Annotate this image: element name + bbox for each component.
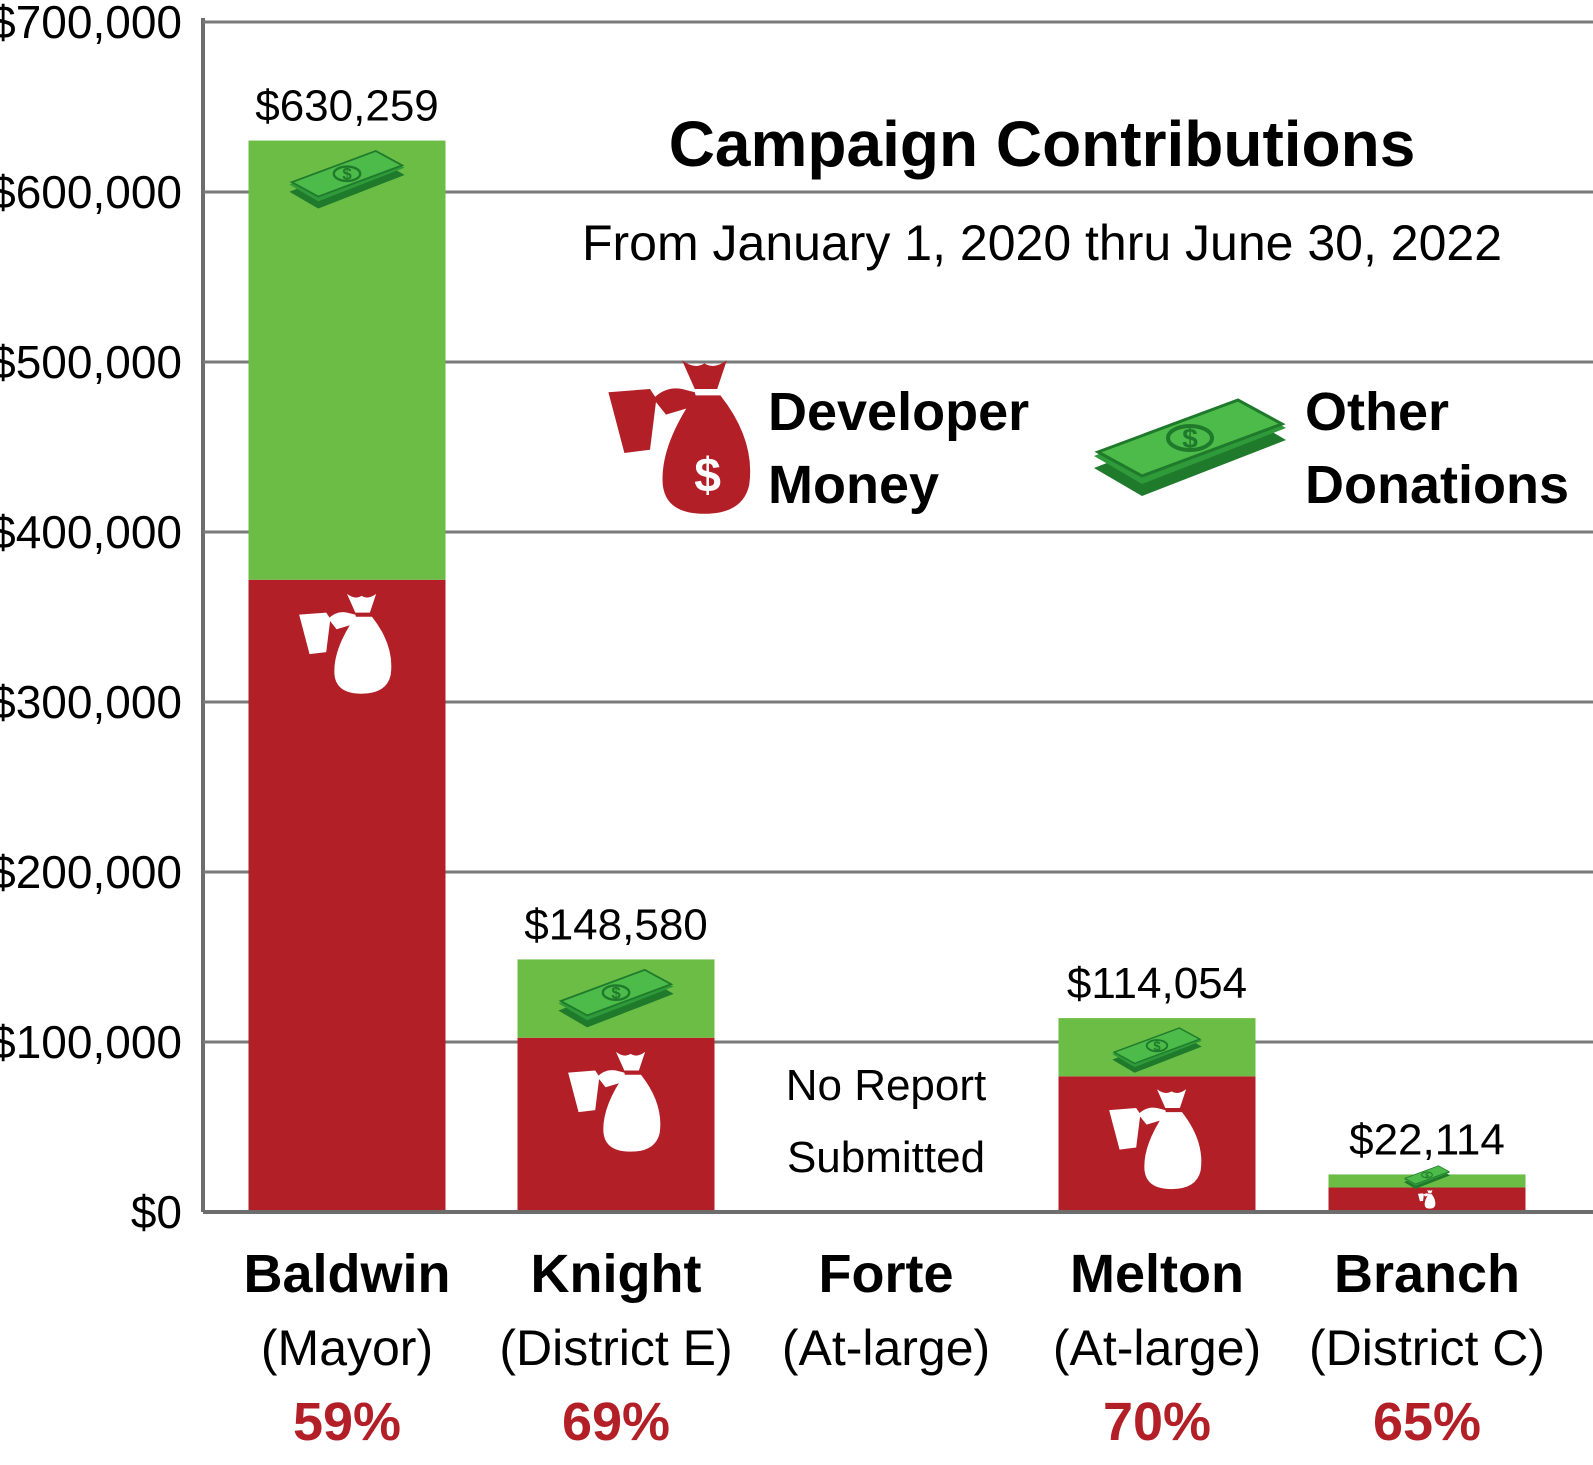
category-role: (At-large) [1053,1320,1261,1376]
annotation-text: Submitted [787,1133,985,1182]
x-category-labels: Baldwin (Mayor) 59% Knight (District E) 69% Fo… [243,1244,1545,1452]
legend-label-other-line2: Donations [1305,455,1569,515]
total-labels: $630,259 $148,580 $114,054 $22,114 [255,82,1505,1165]
developer-percent-label: 59% [293,1392,401,1452]
bar-total-label: $114,054 [1067,959,1247,1008]
legend: Developer Money Other Donations [608,360,1569,515]
bar-segment-other-donations [248,140,446,580]
developer-percent-label: 65% [1373,1392,1481,1452]
cash-stack-icon [1094,400,1286,496]
money-bag-icon [608,360,751,514]
category-role: (District C) [1309,1320,1545,1376]
category-role: (Mayor) [261,1320,433,1376]
y-tick-label: $300,000 [0,676,182,728]
legend-item-developer-money: Developer Money [608,360,1029,515]
category-role: (District E) [499,1320,732,1376]
y-tick-label: $600,000 [0,166,182,218]
bar-total-label: $630,259 [255,82,439,131]
chart-heading: Campaign Contributions From January 1, 2… [582,108,1502,271]
category-name: Melton [1070,1244,1244,1304]
category-role: (At-large) [782,1320,990,1376]
legend-label-other-line1: Other [1305,382,1449,442]
chart-title: Campaign Contributions [669,108,1416,180]
y-tick-labels: $0 $100,000 $200,000 $300,000 $400,000 $500,0… [0,0,182,1238]
chart-subtitle: From January 1, 2020 thru June 30, 2022 [582,215,1502,271]
y-tick-label: $700,000 [0,0,182,48]
y-tick-label: $200,000 [0,846,182,898]
y-tick-label: $500,000 [0,336,182,388]
category-name: Branch [1334,1244,1520,1304]
annotations: No Report Submitted [786,1061,987,1182]
developer-percent-label: 69% [562,1392,670,1452]
legend-item-other-donations: Other Donations [1094,382,1569,515]
y-tick-label: $100,000 [0,1016,182,1068]
legend-label-developer-line1: Developer [768,382,1029,442]
y-tick-label: $400,000 [0,506,182,558]
bar-total-label: $148,580 [524,900,708,949]
developer-percent-label: 70% [1103,1392,1211,1452]
bars [248,140,1526,1212]
bar-total-label: $22,114 [1349,1115,1505,1164]
legend-label-developer-line2: Money [768,455,939,515]
y-tick-label: $0 [131,1186,182,1238]
category-name: Knight [531,1244,702,1304]
category-name: Baldwin [243,1244,450,1304]
annotation-text: No Report [786,1061,987,1110]
category-name: Forte [819,1244,954,1304]
